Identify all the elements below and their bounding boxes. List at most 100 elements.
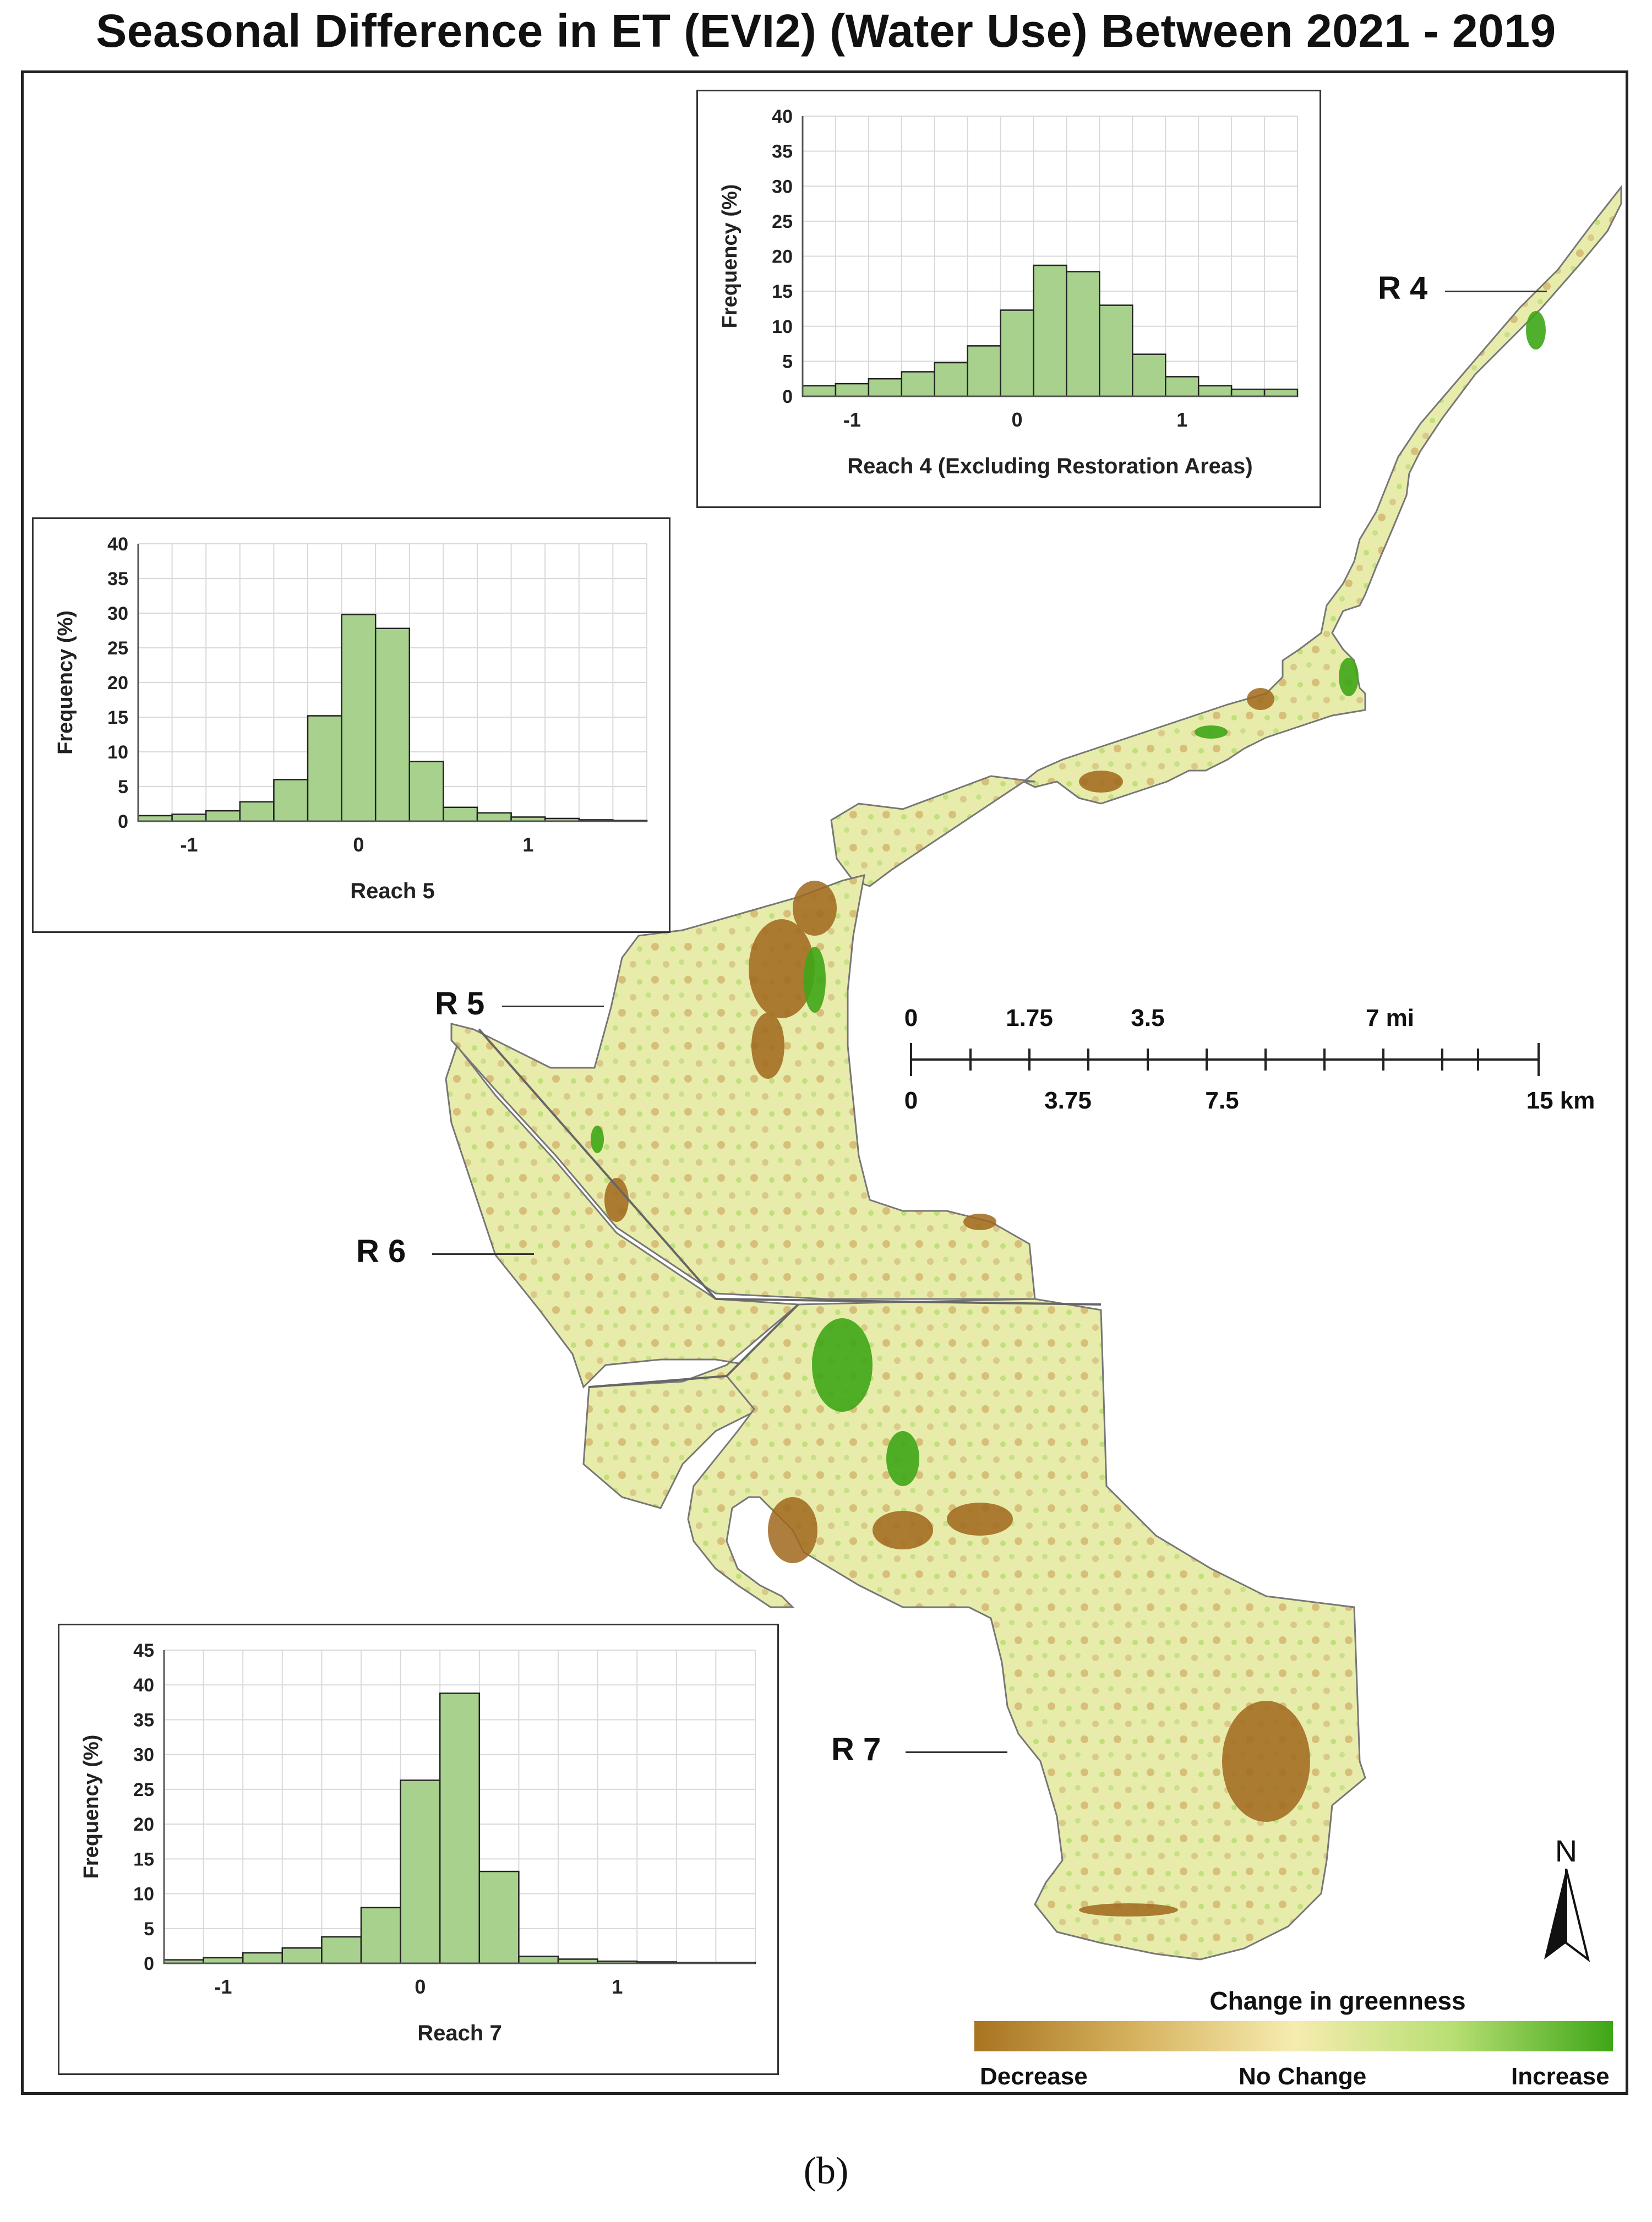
reach-boundaries: [478, 1028, 1102, 1388]
north-arrow: N: [1536, 1833, 1596, 1962]
histogram-bar: [1099, 304, 1133, 397]
histogram-bar: [1033, 264, 1067, 397]
y-tick-label: 0: [144, 1953, 154, 1974]
map-title: Seasonal Difference in ET (EVI2) (Water …: [96, 5, 1556, 57]
y-tick-label: 20: [107, 673, 128, 694]
y-tick-label: 10: [107, 742, 128, 763]
y-tick-label: 30: [772, 176, 793, 197]
histogram-bar: [802, 385, 837, 397]
scale-mi-label-0: 0: [904, 1004, 918, 1031]
histogram-reach-7: 0 5 10 15 20 25 30 35 40 45 -1 0 1 Frequency (%) Reach…: [58, 1624, 779, 2075]
legend-high-label: Increase: [1511, 2063, 1610, 2090]
histogram-bar: [374, 627, 411, 822]
scale-km-label-0: 0: [904, 1087, 918, 1114]
histogram-reach-5: 0 5 10 15 20 25 30 35 40 -1 0 1 Frequency (%) Reach 5: [32, 517, 670, 933]
scale-bar: 0 1.75 3.5 7 mi 0 3.75 7.5 15 km: [895, 991, 1610, 1128]
histogram-bar: [934, 362, 968, 397]
x-axis-title: Reach 7: [417, 2021, 501, 2045]
y-tick-label: 0: [782, 386, 793, 407]
y-tick-label: 30: [133, 1745, 154, 1766]
histogram-bar: [1230, 389, 1266, 397]
histogram-bar: [518, 1956, 559, 1964]
legend-mid-label: No Change: [1239, 2063, 1367, 2090]
scale-mi-label-1: 1.75: [1006, 1004, 1053, 1031]
x-tick-label: 1: [522, 833, 533, 856]
histogram-bar: [408, 761, 444, 822]
x-tick-label: 0: [353, 833, 364, 856]
legend-title: Change in greenness: [1209, 1986, 1466, 2015]
y-axis-title: Frequency (%): [54, 610, 77, 755]
histogram-bar: [835, 383, 870, 397]
x-tick-label: 0: [1012, 408, 1023, 431]
y-axis-title: Frequency (%): [80, 1735, 103, 1879]
reach-leader-r7: [906, 1751, 1007, 1753]
x-tick-label: 0: [415, 1975, 426, 1998]
histogram-bar: [476, 812, 512, 822]
y-tick-label: 5: [144, 1919, 154, 1940]
histogram-bar: [137, 815, 173, 822]
legend-color-ramp: [974, 2021, 1613, 2051]
reach-4-area: [1022, 184, 1622, 805]
y-tick-label: 40: [107, 534, 128, 555]
histogram-bar: [1000, 309, 1034, 397]
histogram-bar: [439, 1693, 481, 1964]
y-tick-label: 20: [772, 247, 793, 267]
histogram-bar: [400, 1779, 441, 1964]
histogram-reach-4-chart: 0 5 10 15 20 25 30 35 40 -1 0 1 Frequency (%) Reach 4…: [718, 106, 1299, 478]
scale-bar-graphic: [910, 1043, 1540, 1076]
reach-7-area: [687, 1298, 1366, 1961]
histogram-bar: [242, 1952, 283, 1964]
scale-km-label-3: 15 km: [1526, 1087, 1595, 1114]
histogram-bar: [205, 810, 241, 822]
reach-label-r7: R 7: [831, 1732, 881, 1767]
histogram-bar: [273, 779, 309, 822]
x-tick-label: -1: [214, 1975, 232, 1998]
y-tick-label: 40: [772, 106, 793, 127]
histogram-bar: [171, 814, 207, 822]
histogram-bar: [1197, 385, 1233, 397]
scale-mi-label-3: 7 mi: [1365, 1004, 1415, 1031]
scale-km-label-1: 3.75: [1044, 1087, 1092, 1114]
histogram-bar: [443, 806, 478, 822]
reach-leader-r4: [1445, 291, 1547, 292]
x-axis-title: Reach 4 (Excluding Restoration Areas): [847, 454, 1252, 478]
histogram-reach-7-chart: 0 5 10 15 20 25 30 35 40 45 -1 0 1 Frequency (%) Reach…: [80, 1640, 756, 2045]
y-tick-label: 25: [107, 638, 128, 659]
y-tick-label: 15: [133, 1849, 154, 1870]
y-tick-label: 30: [107, 603, 128, 624]
reach-4-lower-area: [830, 775, 1035, 887]
histogram-bar: [1165, 376, 1200, 397]
histogram-bar: [239, 801, 275, 822]
y-tick-label: 5: [118, 777, 128, 798]
decrease-patches: [604, 688, 1310, 1917]
reach-5-area: [450, 873, 1036, 1300]
histogram-reach-5-chart: 0 5 10 15 20 25 30 35 40 -1 0 1 Frequency (%) Reach 5: [54, 534, 648, 903]
reach-6-area: [445, 1044, 800, 1509]
reach-leader-r5: [502, 1006, 604, 1007]
legend-low-label: Decrease: [980, 2063, 1088, 2090]
reach-label-r5: R 5: [435, 986, 485, 1022]
histogram-bar: [341, 614, 377, 822]
y-tick-label: 35: [133, 1710, 154, 1730]
scale-mi-label-2: 3.5: [1131, 1004, 1165, 1031]
histogram-bar: [967, 345, 1001, 397]
y-tick-label: 20: [133, 1814, 154, 1835]
y-tick-label: 40: [133, 1675, 154, 1696]
y-tick-label: 15: [107, 707, 128, 728]
reach-label-r4: R 4: [1378, 270, 1428, 306]
increase-patches: [591, 311, 1546, 1486]
histogram-bar: [360, 1907, 401, 1964]
histogram-bar: [281, 1947, 323, 1964]
x-axis-title: Reach 5: [350, 879, 434, 903]
y-tick-label: 35: [772, 141, 793, 162]
histogram-reach-4: 0 5 10 15 20 25 30 35 40 -1 0 1 Frequency (%) Reach 4…: [696, 90, 1321, 508]
y-tick-label: 5: [782, 351, 793, 372]
x-tick-label: 1: [1176, 408, 1187, 431]
y-tick-label: 25: [772, 211, 793, 232]
histogram-bar: [1132, 353, 1166, 397]
histogram-bar: [307, 715, 342, 822]
x-tick-label: 1: [612, 1975, 623, 1998]
x-tick-label: -1: [180, 833, 198, 856]
y-tick-label: 10: [133, 1884, 154, 1905]
y-tick-label: 15: [772, 281, 793, 302]
